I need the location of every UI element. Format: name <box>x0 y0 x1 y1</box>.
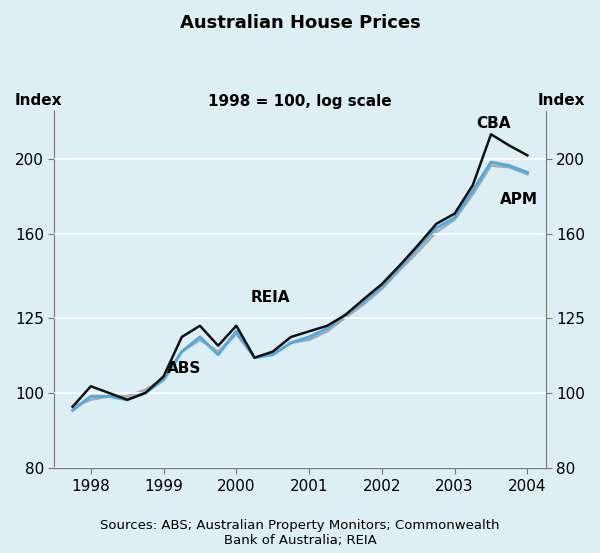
Text: ABS: ABS <box>167 361 202 376</box>
Text: Australian House Prices: Australian House Prices <box>179 14 421 32</box>
Text: CBA: CBA <box>476 116 511 131</box>
Text: APM: APM <box>500 192 538 207</box>
Title: 1998 = 100, log scale: 1998 = 100, log scale <box>208 94 392 109</box>
Text: Index: Index <box>538 93 585 108</box>
Text: REIA: REIA <box>251 290 290 305</box>
Text: Index: Index <box>15 93 62 108</box>
Text: Sources: ABS; Australian Property Monitors; Commonwealth
Bank of Australia; REIA: Sources: ABS; Australian Property Monito… <box>100 519 500 547</box>
